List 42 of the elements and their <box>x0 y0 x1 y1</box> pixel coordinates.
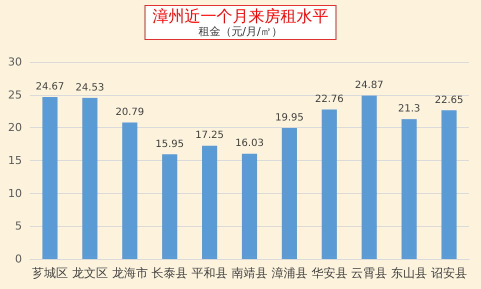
data-label: 19.95 <box>275 112 304 124</box>
data-label: 24.53 <box>76 82 104 94</box>
data-label: 22.65 <box>434 94 464 106</box>
bar <box>162 154 178 259</box>
bar <box>441 110 457 259</box>
y-tick-label: 30 <box>8 56 22 68</box>
x-tick-label: 华安县 <box>311 266 348 280</box>
y-tick-label: 25 <box>8 88 22 102</box>
x-tick-label: 芗城区 <box>32 266 68 280</box>
bar <box>282 128 297 259</box>
x-tick-label: 龙文区 <box>72 266 108 280</box>
y-tick-label: 5 <box>15 220 22 233</box>
x-tick-label: 漳浦县 <box>271 266 308 280</box>
chart-title: 漳州近一个月来房租水平 <box>152 6 328 26</box>
bar <box>122 122 138 259</box>
x-tick-label: 诏安县 <box>431 266 468 280</box>
bar <box>362 96 377 259</box>
bar <box>202 146 218 259</box>
data-label: 16.03 <box>235 138 264 150</box>
y-tick-label: 0 <box>15 252 22 266</box>
x-tick-label: 云霄县 <box>351 266 388 280</box>
x-tick-label: 长泰县 <box>152 266 188 280</box>
bar <box>322 110 337 259</box>
data-label: 24.67 <box>36 82 64 92</box>
y-tick-label: 15 <box>8 154 22 167</box>
x-tick-label: 龙海市 <box>112 266 148 280</box>
data-label: 24.87 <box>354 80 384 92</box>
y-tick-label: 10 <box>8 186 22 200</box>
x-tick-label: 东山县 <box>391 266 428 280</box>
data-label: 15.95 <box>155 138 184 150</box>
data-label: 21.3 <box>398 104 420 115</box>
x-tick-label: 南靖县 <box>232 266 268 280</box>
bar <box>82 98 98 259</box>
bar <box>242 154 258 259</box>
x-tick-label: 平和县 <box>192 266 228 280</box>
bar <box>42 97 58 259</box>
bar <box>402 119 417 259</box>
y-tick-label: 20 <box>8 121 22 134</box>
data-label: 22.76 <box>315 94 344 106</box>
chart-subtitle: 租金（元/月/㎡） <box>198 25 283 38</box>
data-label: 20.79 <box>115 106 144 118</box>
data-label: 17.25 <box>195 130 224 142</box>
